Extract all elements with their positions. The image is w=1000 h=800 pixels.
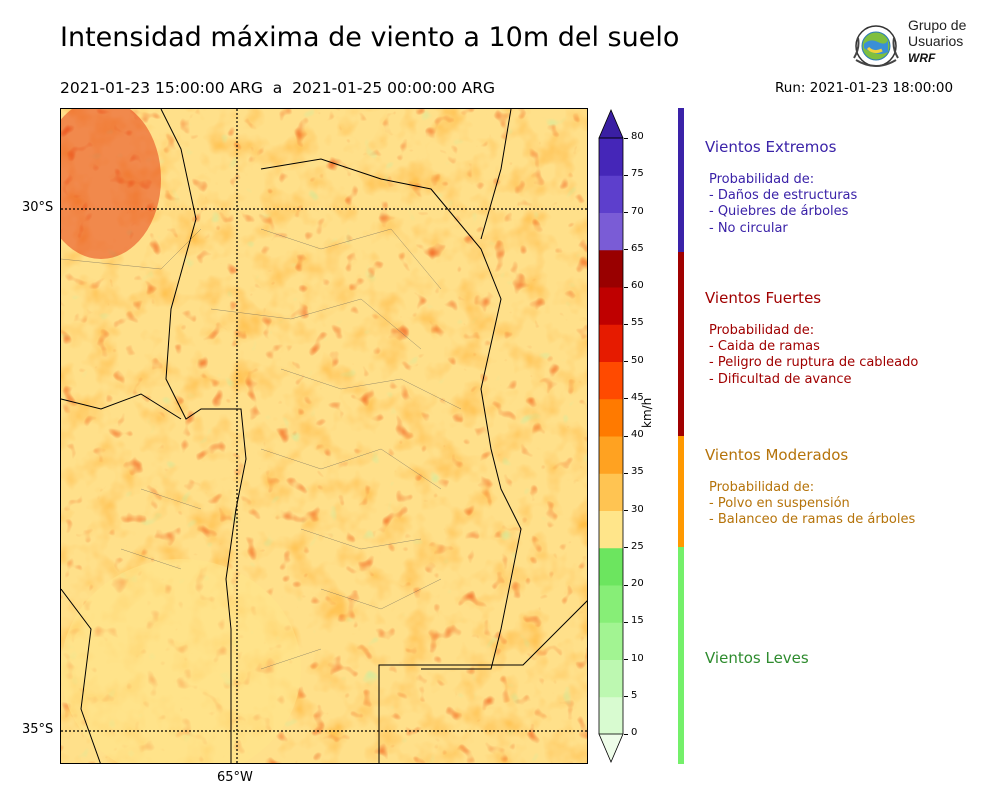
colorbar-tick-label: 55 xyxy=(631,317,644,329)
colorbar-extend-high xyxy=(598,108,624,139)
colorbar-bin xyxy=(599,138,623,176)
colorbar-tick-label: 40 xyxy=(631,429,644,440)
chart-title: Intensidad máxima de viento a 10m del su… xyxy=(60,22,680,53)
colorbar-tick xyxy=(624,361,628,362)
category-desc-fuertes: Probabilidad de: - Caida de ramas - Peli… xyxy=(709,323,919,387)
colorbar-tick-label: 80 xyxy=(631,131,644,142)
colorbar-tick-label: 20 xyxy=(631,578,644,589)
colorbar-bin xyxy=(599,473,623,511)
logo-line-2: Usuarios xyxy=(908,33,964,49)
colorbar-tick xyxy=(624,659,628,660)
colorbar-tick xyxy=(624,733,628,735)
colorbar-tick-label: 25 xyxy=(631,540,644,552)
category-bar-leves xyxy=(678,547,684,764)
colorbar-frame xyxy=(598,137,624,735)
colorbar-tick-label: 0 xyxy=(631,727,638,738)
colorbar-tick xyxy=(624,510,628,511)
colorbar-bin xyxy=(599,547,623,586)
colorbar-bin xyxy=(599,212,623,251)
colorbar-tick-label: 10 xyxy=(631,652,644,664)
colorbar-tick-label: 5 xyxy=(631,689,638,701)
logo-line-1: Grupo de xyxy=(908,17,967,33)
category-bar-extremos xyxy=(678,108,684,252)
colorbar-tick xyxy=(624,137,628,139)
colorbar-bin xyxy=(599,398,623,437)
colorbar-tick xyxy=(624,212,628,213)
colorbar-tick-label: 45 xyxy=(631,391,644,403)
colorbar-scale xyxy=(598,108,624,764)
colorbar-tick-label: 65 xyxy=(631,242,644,254)
category-desc-extremos: Probabilidad de: - Daños de estructuras … xyxy=(709,172,858,236)
logo-line-3: WRF xyxy=(908,51,936,65)
lon-label-65w: 65°W xyxy=(217,770,253,785)
category-title-fuertes: Vientos Fuertes xyxy=(705,289,822,307)
colorbar-bin xyxy=(599,436,623,474)
colorbar-tick xyxy=(624,584,628,586)
colorbar-tick xyxy=(624,621,628,623)
colorbar-bin xyxy=(599,249,623,288)
lat-label-35s: 35°S xyxy=(22,722,54,737)
colorbar-tick-label: 75 xyxy=(631,168,644,180)
colorbar-tick xyxy=(624,472,628,474)
colorbar-bin xyxy=(599,287,623,325)
colorbar-tick xyxy=(624,249,628,251)
colorbar-bin xyxy=(599,361,623,400)
colorbar-tick xyxy=(624,174,628,176)
category-bar-fuertes xyxy=(678,252,684,436)
colorbar-tick-label: 60 xyxy=(631,280,644,291)
colorbar-tick-label: 70 xyxy=(631,205,644,217)
colorbar-tick xyxy=(624,286,628,288)
category-desc-moderados: Probabilidad de: - Polvo en suspensión -… xyxy=(709,480,916,528)
wrf-logo: Grupo de Usuarios WRF xyxy=(848,18,973,74)
colorbar-tick-label: 15 xyxy=(631,615,644,627)
wind-field-image xyxy=(61,109,587,763)
colorbar-bin xyxy=(599,324,623,362)
colorbar-bin xyxy=(599,659,623,698)
colorbar-bin xyxy=(599,622,623,660)
colorbar-bin xyxy=(599,175,623,213)
category-title-moderados: Vientos Moderados xyxy=(705,446,849,464)
colorbar-bin xyxy=(599,585,623,623)
colorbar-tick-label: 50 xyxy=(631,354,644,366)
category-bar-moderados xyxy=(678,436,684,547)
colorbar-extend-low xyxy=(598,733,624,764)
colorbar-tick xyxy=(624,435,628,437)
colorbar-bin xyxy=(599,510,623,549)
colorbar-tick xyxy=(624,398,628,400)
forecast-period: 2021-01-23 15:00:00 ARG a 2021-01-25 00:… xyxy=(60,79,496,97)
colorbar-tick xyxy=(624,547,628,549)
colorbar-tick xyxy=(624,323,628,325)
colorbar-tick-label: 35 xyxy=(631,466,644,478)
colorbar-bin xyxy=(599,696,623,735)
units-label: km/h xyxy=(640,397,654,428)
run-time: Run: 2021-01-23 18:00:00 xyxy=(775,80,954,96)
category-title-extremos: Vientos Extremos xyxy=(705,138,837,156)
lat-label-30s: 30°S xyxy=(22,200,54,215)
wind-map xyxy=(60,108,588,764)
category-title-leves: Vientos Leves xyxy=(705,649,809,667)
colorbar-tick xyxy=(624,696,628,698)
globe-icon xyxy=(853,25,899,67)
colorbar-tick-label: 30 xyxy=(631,503,644,515)
colorbar xyxy=(598,108,624,764)
